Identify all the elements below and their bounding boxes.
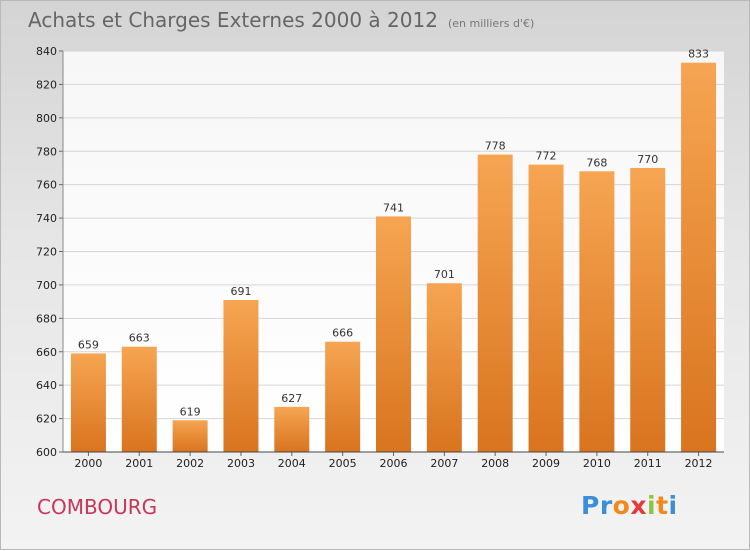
chart-title: Achats et Charges Externes 2000 à 2012 (e… <box>28 8 534 32</box>
x-tick-label: 2009 <box>532 457 560 470</box>
bar-2012 <box>681 62 717 453</box>
x-tick-label: 2001 <box>125 457 153 470</box>
y-tick-label: 680 <box>36 312 57 325</box>
y-tick-label: 660 <box>36 346 57 359</box>
y-tick-label: 640 <box>36 379 57 392</box>
bar-2005 <box>325 341 361 452</box>
x-tick-label: 2008 <box>481 457 509 470</box>
data-label-2009: 772 <box>536 150 557 163</box>
bars: 659 663 619 691 627 666 741 701 778 772 768 770 833 <box>70 48 717 453</box>
bar-2007 <box>426 283 462 452</box>
data-label-2003: 691 <box>230 285 251 298</box>
data-label-2000: 659 <box>78 338 99 351</box>
bar-2006 <box>376 216 411 452</box>
x-tick-label: 2003 <box>227 457 255 470</box>
x-tick-label: 2004 <box>278 457 306 470</box>
bar-2001 <box>121 346 157 452</box>
x-tick-label: 2005 <box>329 457 357 470</box>
x-axis: 2000 2001 2002 2003 2004 2005 2006 2007 2008 2009… <box>74 452 713 470</box>
data-label-2011: 770 <box>637 153 658 166</box>
bar-2009 <box>528 164 564 452</box>
logo-letter: r <box>599 491 613 520</box>
y-tick-label: 760 <box>36 179 57 192</box>
y-tick-label: 820 <box>36 78 57 91</box>
bar-2004 <box>274 406 310 452</box>
bar-2008 <box>477 154 513 452</box>
data-label-2007: 701 <box>434 268 455 281</box>
x-tick-label: 2010 <box>583 457 611 470</box>
y-tick-label: 620 <box>36 413 57 426</box>
logo-letter: t <box>656 491 669 520</box>
data-label-2005: 666 <box>332 327 353 340</box>
data-label-2012: 833 <box>688 48 709 61</box>
data-label-2001: 663 <box>129 332 150 345</box>
logo-letter: x <box>630 491 647 520</box>
data-label-2006: 741 <box>383 201 404 214</box>
proxiti-logo[interactable]: Proxiti <box>581 491 678 520</box>
bar-2002 <box>172 420 208 452</box>
bar-2003 <box>223 299 259 452</box>
bar-2000 <box>70 353 106 452</box>
x-tick-label: 2002 <box>176 457 204 470</box>
data-label-2004: 627 <box>281 392 302 405</box>
data-label-2002: 619 <box>180 405 201 418</box>
y-tick-label: 840 <box>36 45 57 58</box>
data-label-2008: 778 <box>485 140 506 153</box>
y-tick-label: 800 <box>36 112 57 125</box>
x-tick-label: 2006 <box>380 457 408 470</box>
y-axis: 600 620 640 660 680 700 720 740 760 780 800 820 840 <box>36 45 63 459</box>
logo-letter: P <box>581 491 600 520</box>
data-label-2010: 768 <box>586 156 607 169</box>
y-tick-label: 780 <box>36 145 57 158</box>
x-tick-label: 2011 <box>634 457 662 470</box>
x-tick-label: 2000 <box>74 457 102 470</box>
logo-letter: i <box>647 491 657 520</box>
logo-letter: i <box>668 491 678 520</box>
commune-name: COMBOURG <box>37 495 158 519</box>
logo-letter: o <box>612 491 631 520</box>
y-tick-label: 700 <box>36 279 57 292</box>
bar-2011 <box>630 167 666 453</box>
bar-2010 <box>579 171 615 453</box>
y-tick-label: 600 <box>36 446 57 459</box>
chart-title-text: Achats et Charges Externes 2000 à 2012 <box>28 8 438 32</box>
x-tick-label: 2007 <box>430 457 458 470</box>
chart-unit: (en milliers d'€) <box>447 17 535 30</box>
y-tick-label: 740 <box>36 212 57 225</box>
y-tick-label: 720 <box>36 246 57 259</box>
x-tick-label: 2012 <box>685 457 713 470</box>
